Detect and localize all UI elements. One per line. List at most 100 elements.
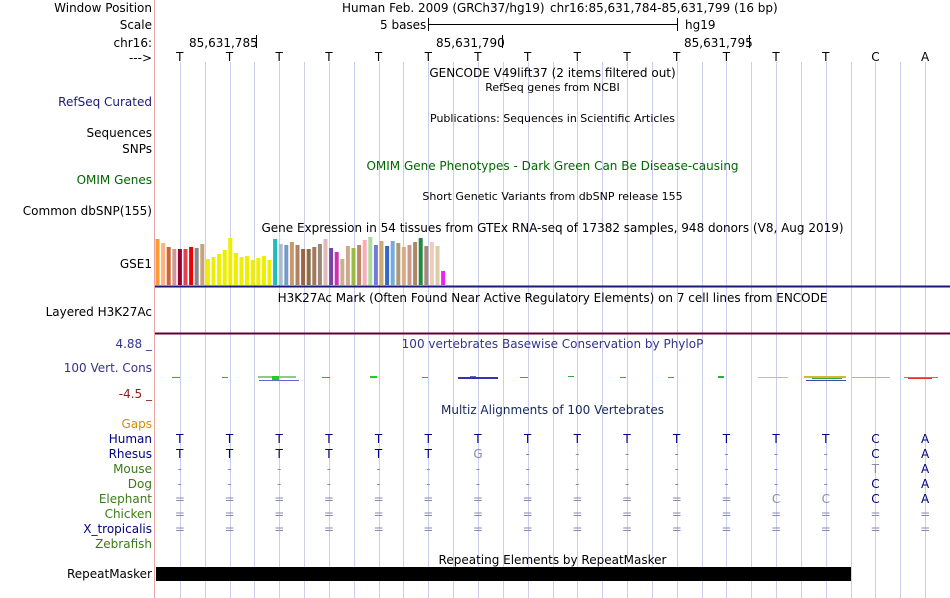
alignment-base: - xyxy=(674,447,679,461)
alignment-base: A xyxy=(921,477,930,491)
gtex-tissue-bar xyxy=(205,259,210,285)
alignment-base: = xyxy=(671,522,682,536)
alignment-base: C xyxy=(871,477,880,491)
alignment-base: T xyxy=(374,432,383,446)
alignment-base: = xyxy=(671,492,682,506)
gtex-tissue-bar xyxy=(323,239,328,285)
gtex-tissue-bar xyxy=(429,242,434,285)
publications-track-title: Publications: Sequences in Scientific Ar… xyxy=(430,112,675,125)
gtex-tissue-bar xyxy=(289,242,294,285)
alignment-base: = xyxy=(572,507,583,521)
gtex-track-title: Gene Expression in 54 tissues from GTEx … xyxy=(261,221,844,235)
species-label[interactable]: Elephant xyxy=(98,492,152,506)
alignment-base: = xyxy=(224,492,235,506)
gtex-tissue-bar xyxy=(189,247,194,285)
species-label[interactable]: Mouse xyxy=(113,462,152,476)
phylop-track-label[interactable]: 100 Vert. Cons xyxy=(63,361,152,375)
snps-track-label[interactable]: SNPs xyxy=(122,142,152,156)
gtex-tissue-bar xyxy=(345,246,350,285)
gtex-tissue-bar xyxy=(161,243,166,285)
phylop-min-label: -4.5 _ xyxy=(118,387,152,401)
refseq-track-label[interactable]: RefSeq Curated xyxy=(58,95,152,109)
gtex-tissue-bar xyxy=(245,256,250,285)
alignment-base: - xyxy=(823,477,828,491)
alignment-base: = xyxy=(771,507,782,521)
gtex-tissue-bar xyxy=(351,248,356,285)
species-label[interactable]: X_tropicalis xyxy=(83,522,152,536)
alignment-base: = xyxy=(522,507,533,521)
alignment-base: - xyxy=(376,462,381,476)
gtex-tissue-bar xyxy=(379,241,384,285)
species-label[interactable]: Human xyxy=(108,432,152,446)
alignment-base: - xyxy=(624,462,630,476)
publications-track-label[interactable]: Sequences xyxy=(86,126,152,140)
gtex-tissue-bar xyxy=(250,260,255,285)
dbsnp-track-label[interactable]: Common dbSNP(155) xyxy=(22,204,152,218)
gtex-tissue-bar xyxy=(155,239,160,285)
alignment-base: = xyxy=(870,507,881,521)
alignment-base: - xyxy=(426,462,431,476)
alignment-base: = xyxy=(174,492,185,506)
alignment-base: - xyxy=(724,477,729,491)
alignment-base: - xyxy=(823,447,828,461)
gtex-bar-chart xyxy=(155,237,446,285)
alignment-base: C xyxy=(871,447,880,461)
alignment-base: - xyxy=(177,462,183,476)
alignment-base: = xyxy=(373,492,384,506)
omim-track-label[interactable]: OMIM Genes xyxy=(76,173,152,187)
alignment-base: = xyxy=(622,507,633,521)
gtex-tissue-bar xyxy=(261,256,266,285)
alignment-base: = xyxy=(274,522,285,536)
alignment-base: T xyxy=(871,462,880,476)
repeatmasker-element xyxy=(156,567,851,581)
alignment-base: - xyxy=(724,462,729,476)
alignment-base: = xyxy=(920,507,931,521)
alignment-base: - xyxy=(674,477,679,491)
alignment-base: T xyxy=(772,432,780,446)
alignment-base: T xyxy=(573,432,582,446)
dbsnp-track-title: Short Genetic Variants from dbSNP releas… xyxy=(422,190,683,203)
alignment-base: A xyxy=(921,462,930,476)
alignment-base: = xyxy=(423,522,434,536)
gtex-track-label[interactable]: GSE1 xyxy=(119,257,152,271)
gtex-tissue-bar xyxy=(301,249,306,285)
sequence-base: T xyxy=(573,50,582,64)
scale-bar xyxy=(428,18,678,31)
alignment-base: = xyxy=(820,522,831,536)
chrom-label: chr16: xyxy=(113,36,152,50)
alignment-base: A xyxy=(921,432,930,446)
repeatmasker-track-label[interactable]: RepeatMasker xyxy=(66,567,152,581)
gtex-tissue-bar xyxy=(194,248,199,285)
sequence-base: T xyxy=(822,50,830,64)
alignment-base: - xyxy=(475,462,481,476)
alignment-base: T xyxy=(822,432,830,446)
gtex-tissue-bar xyxy=(239,257,244,285)
alignment-base: - xyxy=(326,462,332,476)
alignment-base: = xyxy=(920,522,931,536)
base-guide-lines xyxy=(180,62,926,598)
alignment-base: T xyxy=(722,432,731,446)
sequence-base: T xyxy=(424,50,432,64)
species-label[interactable]: Chicken xyxy=(104,507,152,521)
alignment-base: C xyxy=(871,492,880,506)
gtex-tissue-bar xyxy=(317,244,322,285)
gtex-tissue-bar xyxy=(233,253,238,285)
alignment-base: = xyxy=(771,522,782,536)
species-label[interactable]: Zebrafish xyxy=(95,537,152,551)
alignment-base: T xyxy=(275,447,283,461)
alignment-base: - xyxy=(624,477,630,491)
species-label[interactable]: Rhesus xyxy=(108,447,152,461)
gtex-tissue-bar xyxy=(172,249,177,285)
alignment-base: = xyxy=(572,492,583,506)
alignment-base: = xyxy=(522,492,533,506)
alignment-base: - xyxy=(277,477,282,491)
gtex-tissue-bar xyxy=(284,245,289,285)
alignment-base: - xyxy=(773,447,779,461)
species-label[interactable]: Dog xyxy=(127,477,152,491)
alignment-base: = xyxy=(323,507,334,521)
gencode-track-title[interactable]: GENCODE V49lift37 (2 items filtered out) xyxy=(429,66,676,80)
alignment-base: - xyxy=(575,477,580,491)
h3k27ac-track-label[interactable]: Layered H3K27Ac xyxy=(45,305,152,319)
